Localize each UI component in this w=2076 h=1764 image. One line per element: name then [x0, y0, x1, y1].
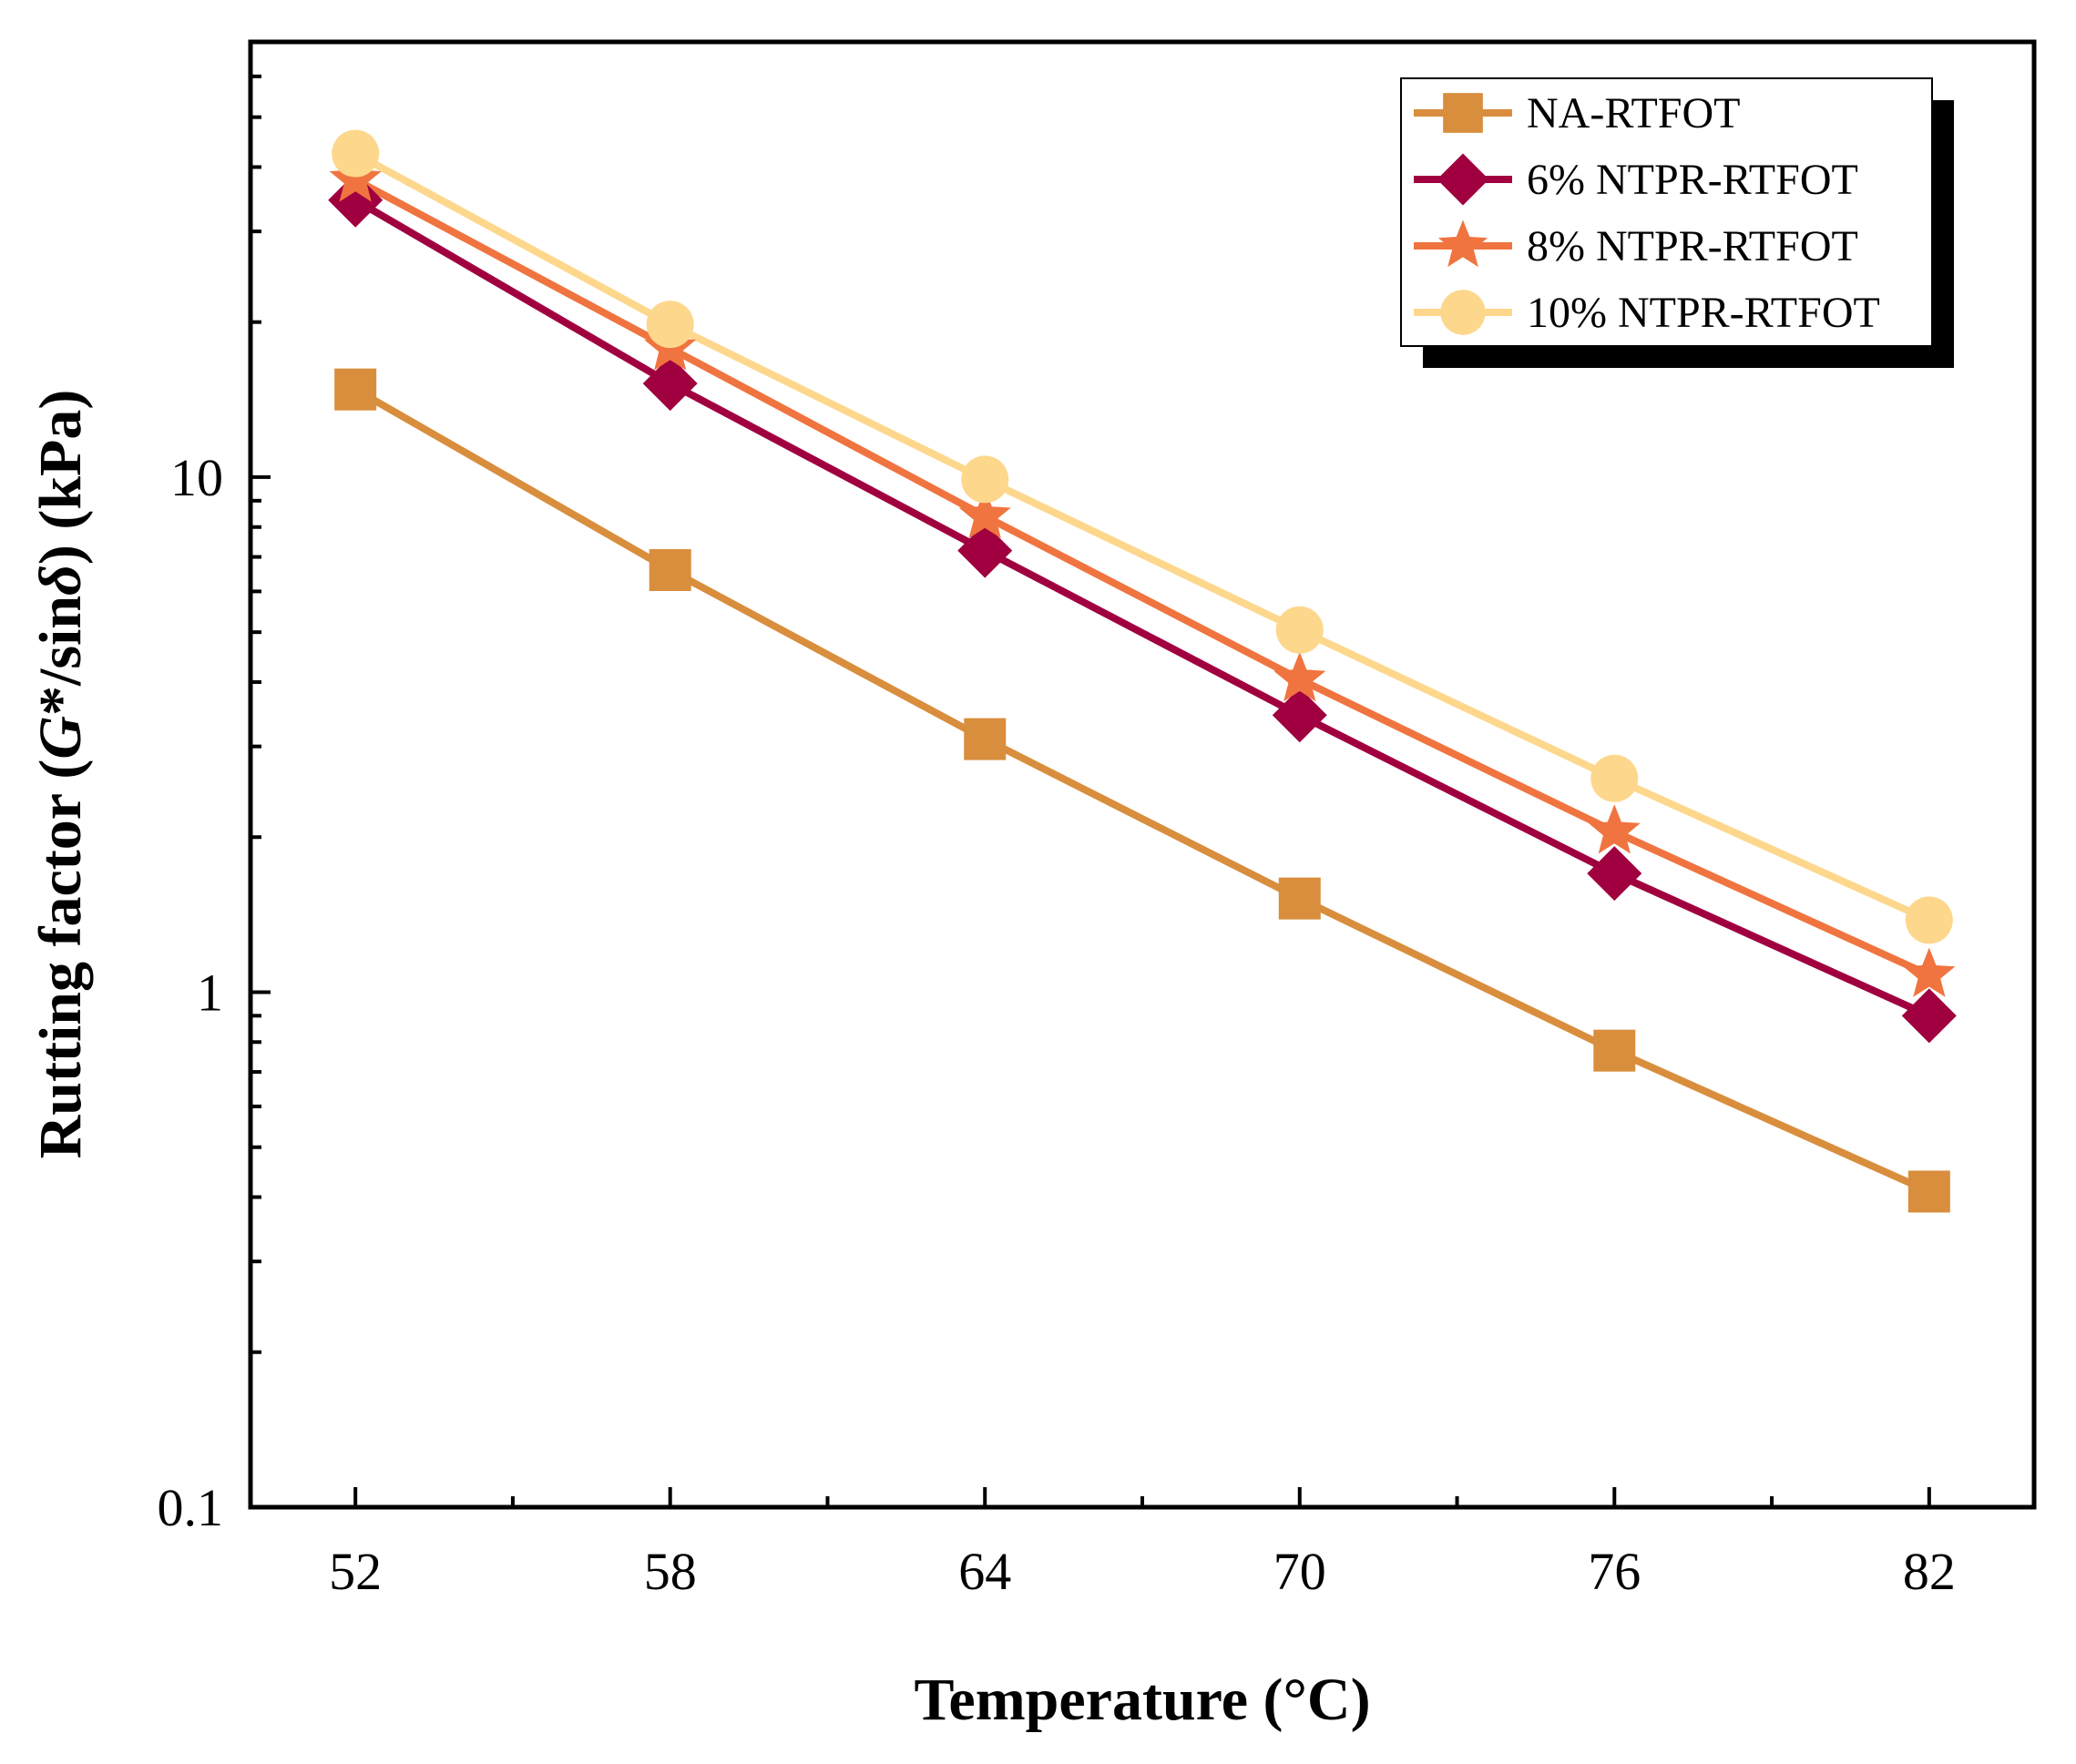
data-point-1-4 — [1587, 846, 1642, 902]
data-point-3-5 — [1905, 896, 1953, 944]
data-point-2-4 — [1588, 804, 1641, 854]
data-point-0-2 — [964, 718, 1007, 760]
data-point-0-4 — [1593, 1029, 1636, 1072]
series-line-0 — [353, 386, 1931, 1196]
data-point-1-3 — [1272, 688, 1327, 743]
x-tick-label: 64 — [958, 1542, 1011, 1601]
legend: NA-RTFOT 6% NTPR-RTFOT 8% NTPR-RTFOT 10% NT… — [1400, 77, 1954, 368]
plot-frame — [248, 39, 2037, 1510]
series-lines — [353, 150, 1931, 1196]
x-tick-label: 58 — [644, 1542, 697, 1601]
data-point-2-2 — [958, 488, 1011, 538]
y-axis-title-suffix: ) (kPa) — [27, 390, 94, 565]
y-axis-title-g: G — [27, 716, 94, 760]
x-tick-label: 70 — [1273, 1542, 1326, 1601]
data-point-0-3 — [1278, 877, 1321, 920]
legend-items: NA-RTFOT 6% NTPR-RTFOT 8% NTPR-RTFOT 10% NT… — [1414, 89, 1880, 337]
y-tick-label: 0.1 — [158, 1478, 224, 1537]
data-point-3-1 — [646, 301, 694, 349]
y-tick-label: 10 — [170, 448, 223, 507]
legend-marker-0 — [1443, 93, 1483, 133]
data-point-2-5 — [1903, 947, 1956, 997]
data-point-3-4 — [1590, 754, 1639, 802]
y-tick-labels: 0.1 1 10 — [158, 448, 224, 1537]
data-point-1-5 — [1901, 988, 1957, 1044]
legend-label-1: 6% NTPR-RTFOT — [1527, 156, 1858, 204]
data-point-0-0 — [334, 368, 377, 411]
data-point-0-5 — [1907, 1170, 1950, 1213]
x-tick-label: 76 — [1588, 1542, 1641, 1601]
series-markers — [328, 129, 1957, 1213]
legend-label-3: 10% NTPR-RTFOT — [1527, 289, 1880, 337]
x-tick-labels: 52 58 64 70 76 82 — [329, 1542, 1956, 1601]
data-point-0-1 — [649, 548, 691, 591]
series-line-3 — [353, 150, 1931, 924]
data-point-1-0 — [328, 172, 383, 228]
y-axis-title-prefix: Rutting factor ( — [27, 760, 94, 1159]
x-tick-label: 52 — [329, 1542, 382, 1601]
data-point-3-3 — [1275, 606, 1324, 654]
y-axis-title: Rutting factor (G*/sinδ) (kPa) — [27, 390, 94, 1159]
data-point-1-2 — [957, 523, 1013, 578]
series-line-2 — [353, 176, 1931, 979]
legend-marker-1 — [1437, 153, 1489, 206]
data-point-3-2 — [961, 455, 1009, 504]
y-axis-title-delta: δ — [27, 565, 94, 596]
x-axis-title: Temperature (°C) — [914, 1667, 1370, 1733]
legend-label-0: NA-RTFOT — [1527, 89, 1740, 138]
y-tick-label: 1 — [197, 963, 223, 1022]
data-point-2-3 — [1273, 651, 1326, 702]
legend-box — [1400, 77, 1933, 347]
legend-marker-3 — [1440, 290, 1486, 335]
series-line-1 — [353, 197, 1931, 1019]
y-axis-title-mid: */sin — [27, 596, 94, 716]
legend-marker-2 — [1437, 219, 1488, 268]
x-tick-label: 82 — [1903, 1542, 1956, 1601]
data-point-3-0 — [332, 129, 380, 178]
legend-label-2: 8% NTPR-RTFOT — [1527, 222, 1858, 270]
data-point-1-1 — [642, 356, 698, 412]
